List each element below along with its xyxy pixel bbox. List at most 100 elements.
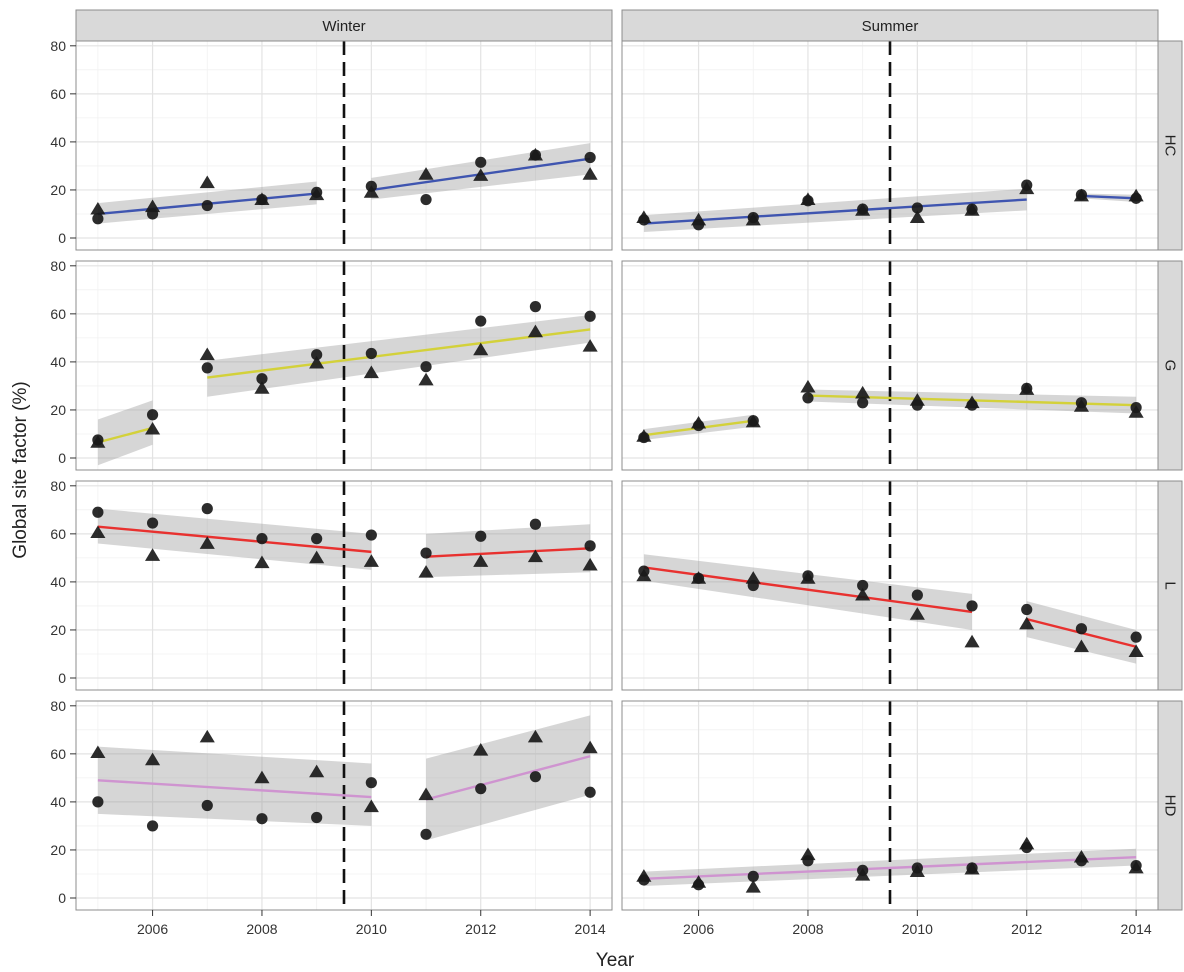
fit-line [97, 426, 153, 444]
circle-point [529, 149, 542, 161]
triangle-point [145, 548, 161, 561]
axes-layer: 0 20 40 60 80 0 20 40 60 80 0 20 40 60 80 0 20 40 60 80 2006… [50, 38, 1151, 937]
triangle-point [90, 525, 106, 539]
circle-point [638, 431, 650, 444]
circle-point [256, 373, 268, 385]
facet-panel [621, 480, 1159, 691]
y-tick-label: 40 [50, 354, 66, 370]
circle-point [857, 864, 869, 876]
circle-point [911, 589, 923, 601]
circle-point [747, 211, 759, 224]
triangle-point [418, 372, 434, 386]
triangle-point [418, 167, 434, 180]
circle-point [201, 362, 213, 374]
row-strip [1157, 40, 1183, 251]
y-tick-label: 20 [50, 402, 66, 418]
facet-panel [75, 260, 613, 471]
y-tick-label: 0 [58, 670, 66, 686]
y-tick-label: 60 [50, 746, 66, 762]
triangle-point [527, 549, 543, 563]
x-tick-label: 2006 [137, 921, 168, 937]
circle-point [529, 301, 542, 313]
facet-panel [75, 700, 613, 911]
circle-point [475, 315, 487, 327]
circle-point [966, 399, 978, 411]
triangle-point [909, 607, 925, 620]
triangle-point [90, 745, 106, 759]
triangle-point [1073, 639, 1089, 653]
circle-point [1130, 859, 1142, 872]
y-tick-label: 40 [50, 794, 66, 810]
triangle-point [254, 381, 270, 394]
facet-panel [75, 480, 613, 691]
row-strip-label: L [1162, 581, 1179, 589]
y-tick-label: 80 [50, 478, 66, 494]
triangle-point [964, 634, 980, 648]
fit-line [425, 547, 591, 558]
x-tick-label: 2008 [246, 921, 277, 937]
column-strip-label: Winter [322, 18, 365, 35]
circle-point [1021, 841, 1033, 854]
panel-border [621, 40, 1159, 251]
triangle-point [473, 342, 489, 356]
circle-point [802, 392, 814, 404]
circle-point [747, 579, 759, 592]
triangle-point [582, 740, 598, 754]
x-axis-label: Year [596, 950, 635, 971]
fit-line [97, 525, 372, 554]
circle-point [146, 517, 159, 529]
circle-point [311, 533, 323, 545]
fit-line [97, 779, 372, 799]
triangle-point [745, 879, 761, 893]
circle-point [1021, 179, 1033, 191]
y-tick-label: 0 [58, 230, 66, 246]
circle-point [692, 219, 705, 231]
triangle-point [418, 787, 434, 801]
circle-point [857, 579, 869, 592]
column-strip-label: Summer [862, 18, 919, 35]
triangle-point [145, 421, 161, 435]
triangle-point [363, 365, 379, 379]
circle-point [1130, 631, 1142, 643]
circle-point [1075, 855, 1088, 867]
circle-point [638, 214, 650, 226]
row-strip-label: HD [1162, 795, 1179, 817]
x-tick-label: 2010 [902, 921, 933, 937]
circle-point [966, 203, 978, 215]
circle-point [802, 570, 814, 582]
triangle-point [800, 379, 816, 393]
panel-border [75, 480, 613, 691]
circle-point [256, 533, 268, 545]
triangle-point [199, 175, 215, 189]
triangle-point [527, 729, 543, 743]
triangle-point [199, 347, 215, 361]
circle-point [146, 208, 159, 220]
circle-point [911, 862, 923, 874]
y-tick-label: 40 [50, 134, 66, 150]
circle-point [911, 202, 923, 214]
circle-point [201, 199, 213, 212]
y-tick-label: 0 [58, 450, 66, 466]
circle-point [475, 530, 487, 542]
circle-point [857, 397, 869, 409]
confidence-band [426, 524, 591, 578]
circle-point [475, 156, 487, 168]
circle-point [747, 415, 759, 427]
circle-point [92, 213, 104, 225]
circle-point [1075, 189, 1088, 201]
circle-point [1021, 603, 1033, 616]
circle-point [692, 572, 705, 584]
row-strip-label: G [1162, 360, 1179, 372]
row-strip [1157, 260, 1183, 471]
circle-point [1075, 397, 1088, 409]
fit-line [643, 198, 1027, 225]
facet-panel [75, 40, 613, 251]
circle-point [529, 518, 542, 530]
triangle-point [473, 554, 489, 567]
row-strip-label: HC [1162, 135, 1179, 157]
circle-point [802, 855, 814, 867]
y-tick-label: 80 [50, 258, 66, 274]
circle-point [201, 503, 213, 515]
circle-point [1130, 401, 1142, 414]
y-tick-label: 40 [50, 574, 66, 590]
